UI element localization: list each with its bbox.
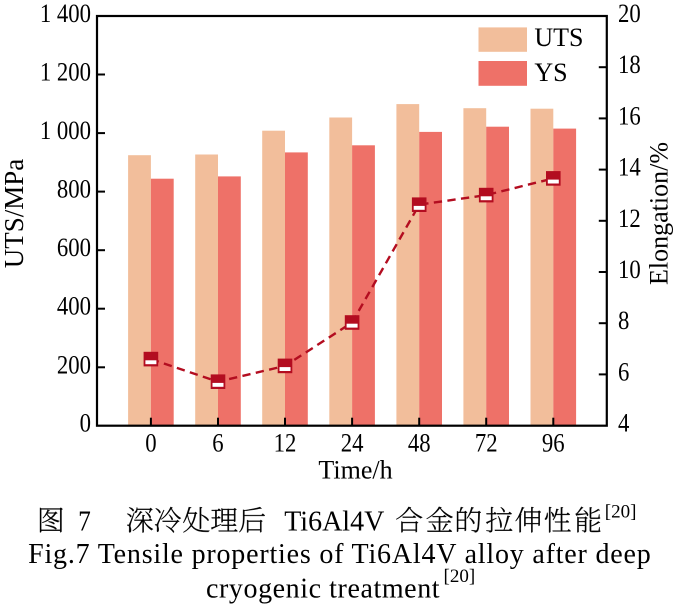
- svg-text:cryogenic treatment: cryogenic treatment: [206, 574, 440, 605]
- svg-text:18: 18: [618, 51, 641, 80]
- svg-text:Elongation/%: Elongation/%: [645, 142, 674, 285]
- svg-text:800: 800: [57, 175, 91, 204]
- svg-text:Fig.7 Tensile properties of Ti: Fig.7 Tensile properties of Ti6Al4V allo…: [28, 539, 651, 570]
- svg-text:8: 8: [618, 307, 629, 336]
- svg-text:12: 12: [274, 429, 297, 458]
- svg-text:16: 16: [618, 102, 641, 131]
- svg-text:200: 200: [57, 351, 91, 380]
- svg-text:6: 6: [212, 429, 223, 458]
- svg-text:24: 24: [341, 429, 364, 458]
- svg-text:UTS/MPa: UTS/MPa: [0, 159, 29, 269]
- svg-text:14: 14: [618, 153, 641, 182]
- svg-text:96: 96: [542, 429, 565, 458]
- svg-text:20: 20: [618, 0, 641, 28]
- svg-text:1 200: 1 200: [40, 58, 91, 87]
- svg-text:400: 400: [57, 292, 91, 321]
- svg-text:1 400: 1 400: [40, 0, 91, 28]
- svg-text:48: 48: [408, 429, 431, 458]
- svg-text:12: 12: [618, 204, 641, 233]
- svg-text:YS: YS: [534, 58, 567, 87]
- svg-text:UTS: UTS: [534, 23, 583, 52]
- svg-text:Time/h: Time/h: [318, 456, 392, 485]
- svg-text:Ti6Al4V: Ti6Al4V: [284, 506, 384, 537]
- svg-text:72: 72: [475, 429, 498, 458]
- svg-text:7: 7: [78, 505, 91, 537]
- svg-text:6: 6: [618, 358, 629, 387]
- svg-text:600: 600: [57, 234, 91, 263]
- svg-text:0: 0: [80, 409, 91, 438]
- svg-text:0: 0: [145, 429, 156, 458]
- svg-text:10: 10: [618, 256, 641, 285]
- svg-text:4: 4: [618, 409, 629, 438]
- svg-text:[20]: [20]: [444, 566, 476, 587]
- svg-text:1 000: 1 000: [40, 117, 91, 146]
- svg-text:[20]: [20]: [605, 502, 637, 523]
